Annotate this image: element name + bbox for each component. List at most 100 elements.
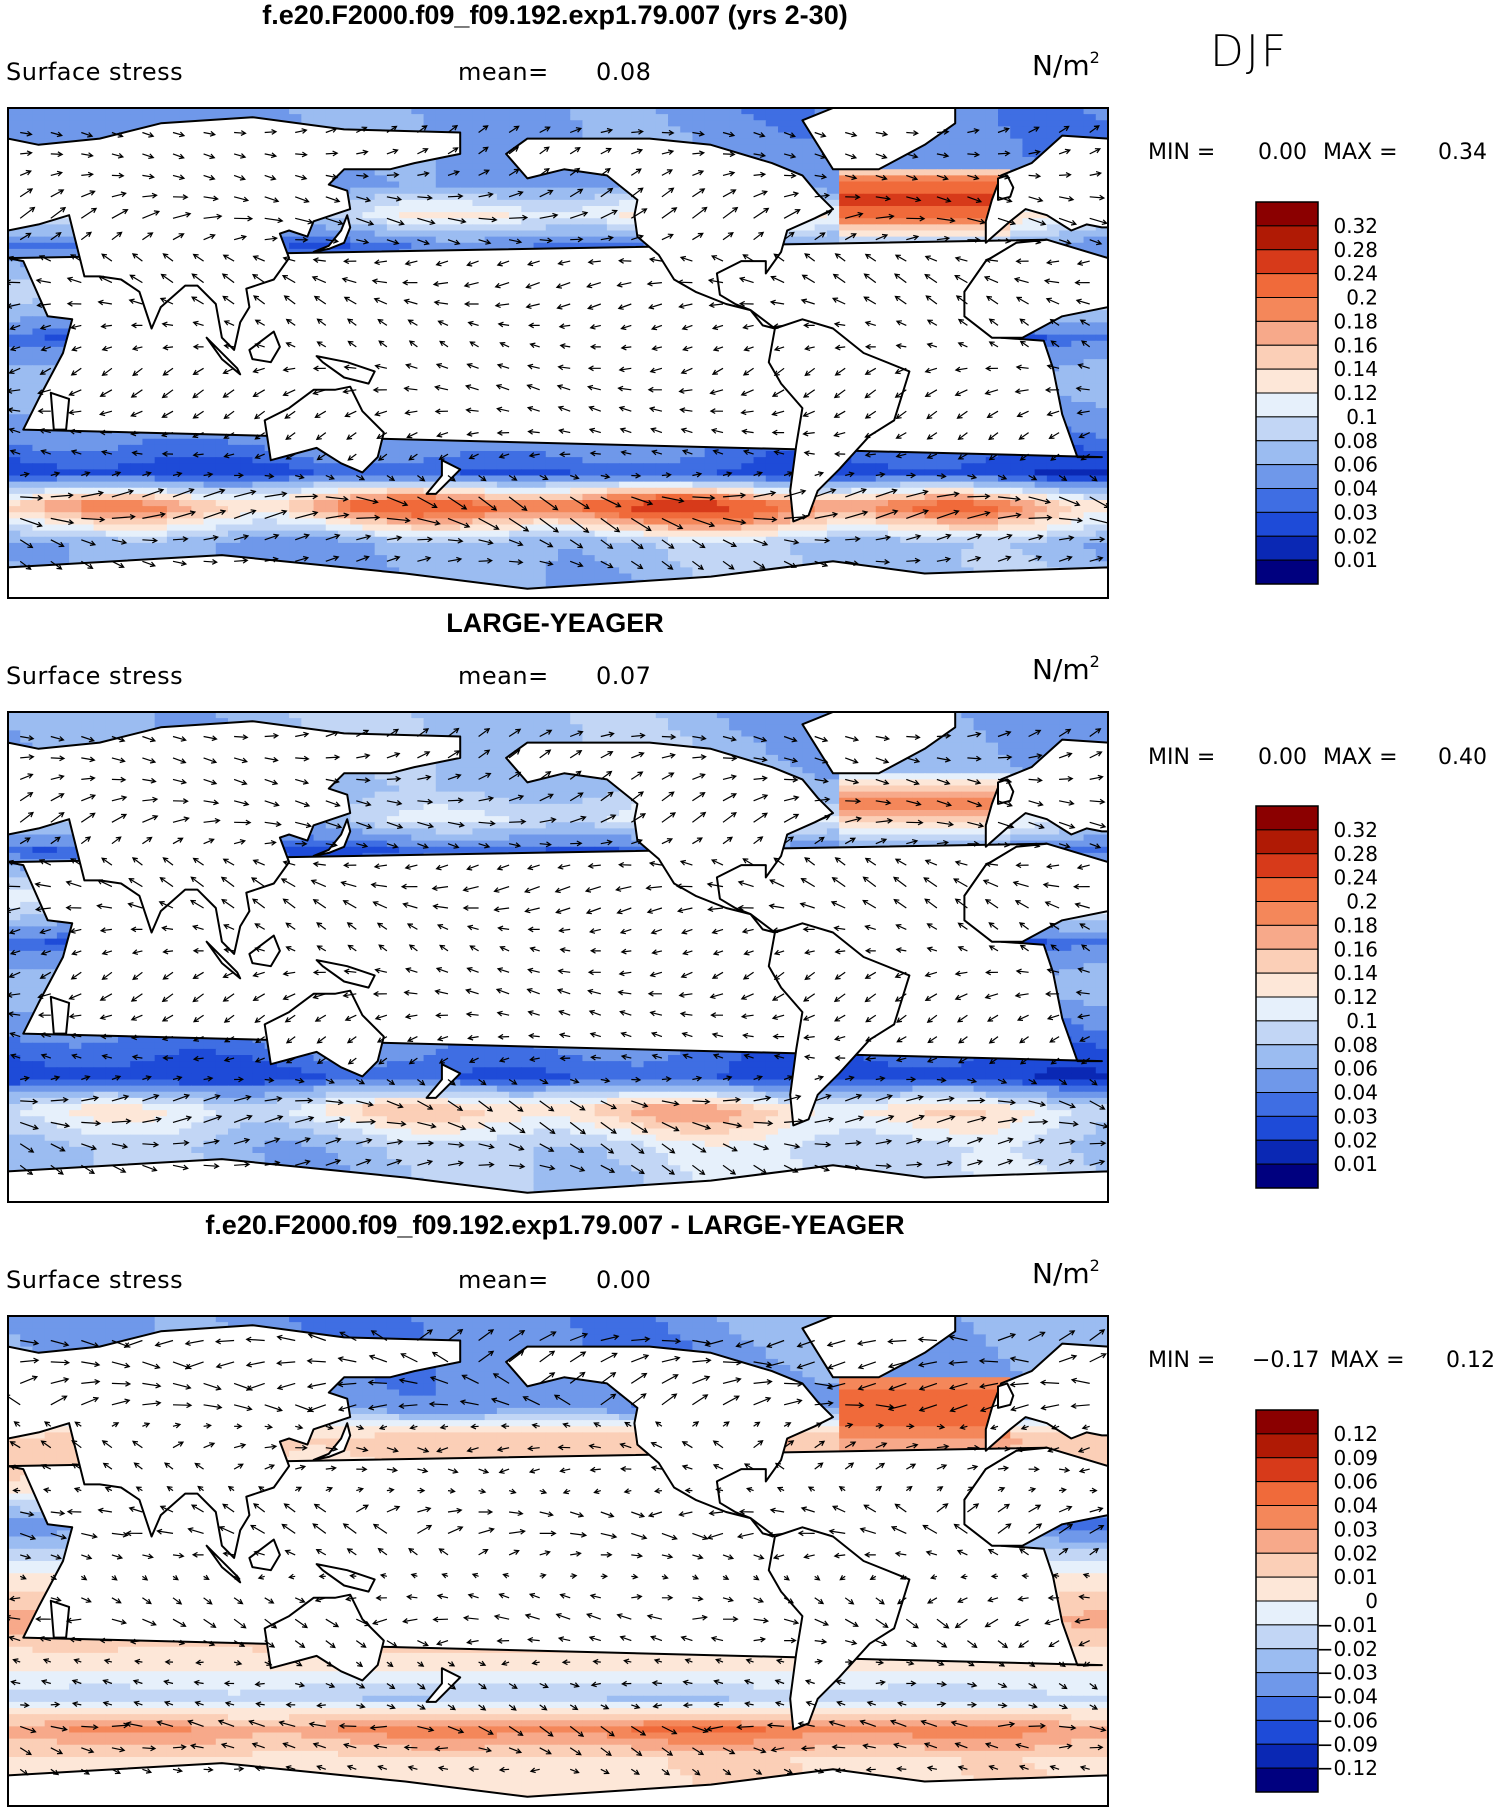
stress-cell	[496, 132, 510, 140]
stress-cell	[472, 114, 486, 121]
stress-cell	[264, 108, 278, 115]
stress-cell	[276, 108, 290, 115]
stress-cell	[790, 126, 804, 134]
stress-cell	[949, 199, 962, 207]
stress-cell	[1095, 432, 1108, 440]
stress-cell	[472, 108, 486, 115]
stress-cell	[582, 206, 596, 213]
stress-cell	[166, 432, 180, 440]
stress-cell	[1071, 408, 1085, 415]
stress-cell	[20, 132, 34, 140]
stress-cell	[1071, 438, 1085, 446]
stress-cell	[56, 328, 70, 336]
stress-cell	[606, 242, 620, 250]
stress-cell	[8, 377, 21, 385]
stress-cell	[1095, 359, 1108, 366]
stress-cell	[56, 224, 70, 232]
stress-cell	[619, 193, 632, 201]
stress-cell	[961, 108, 975, 115]
stress-cell	[374, 108, 388, 115]
stress-cell	[802, 224, 816, 232]
stress-cell	[521, 187, 535, 195]
stress-cell	[912, 193, 926, 201]
stress-cell	[460, 108, 474, 115]
stress-cell	[961, 230, 975, 238]
stress-cell	[1022, 114, 1036, 121]
stress-cell	[350, 108, 364, 115]
stress-cell	[44, 340, 58, 348]
stress-cell	[790, 157, 804, 164]
stress-cell	[961, 132, 975, 140]
stress-cell	[985, 120, 999, 127]
stress-cell	[350, 206, 364, 213]
stress-cell	[875, 206, 889, 213]
stress-cell	[1010, 218, 1024, 225]
stress-cell	[521, 218, 535, 225]
stress-cell	[1059, 120, 1072, 127]
stress-cell	[655, 126, 669, 134]
stress-cell	[350, 242, 364, 250]
mean-value: 0.00	[596, 1266, 651, 1294]
stress-cell	[839, 181, 852, 189]
stress-cell	[1046, 334, 1060, 342]
stress-cell	[484, 206, 498, 213]
stress-cell	[350, 230, 364, 238]
stress-cell	[460, 212, 474, 219]
stress-cell	[1095, 236, 1108, 244]
stress-cell	[545, 108, 559, 115]
stress-cell	[900, 169, 914, 176]
stress-cell	[496, 187, 510, 195]
stress-cell	[851, 181, 865, 189]
stress-cell	[1095, 132, 1108, 140]
stress-cell	[558, 187, 571, 195]
stress-cell	[961, 187, 975, 195]
stress-cell	[386, 114, 400, 121]
stress-cell	[448, 193, 461, 201]
stress-cell	[1022, 224, 1036, 232]
stress-cell	[619, 242, 632, 250]
stress-cell	[509, 218, 522, 225]
stress-cell	[313, 114, 327, 121]
stress-cell	[1095, 420, 1108, 428]
stress-cell	[558, 218, 571, 225]
stress-cell	[936, 144, 950, 152]
stress-cell	[875, 199, 889, 207]
stress-cell	[936, 169, 950, 176]
stress-cell	[1071, 365, 1085, 372]
stress-cell	[680, 120, 694, 127]
stress-cell	[912, 169, 926, 176]
stress-cell	[900, 218, 914, 225]
stress-cell	[521, 120, 535, 127]
stress-cell	[496, 120, 510, 127]
stress-cell	[558, 230, 571, 238]
stress-cell	[8, 304, 21, 311]
stress-cell	[1095, 402, 1108, 409]
stress-cell	[8, 328, 21, 336]
stress-cell	[484, 199, 498, 207]
stress-cell	[558, 181, 571, 189]
stress-cell	[949, 157, 962, 164]
stress-cell	[105, 120, 119, 127]
stress-cell	[1010, 157, 1024, 164]
stress-cell	[1071, 420, 1085, 428]
stress-cell	[8, 432, 21, 440]
stress-cell	[252, 438, 266, 446]
stress-cell	[203, 438, 217, 446]
stress-cell	[545, 236, 559, 244]
stress-cell	[20, 402, 34, 409]
stress-cell	[814, 157, 828, 164]
stress-cell	[741, 132, 755, 140]
stress-cell	[423, 199, 437, 207]
stress-cell	[81, 126, 95, 134]
stress-cell	[496, 242, 510, 250]
stress-cell	[423, 224, 437, 232]
stress-cell	[570, 169, 584, 176]
stress-cell	[582, 132, 596, 140]
stress-cell	[313, 108, 327, 115]
stress-cell	[863, 169, 877, 176]
mean-label: mean=	[458, 662, 549, 690]
stress-cell	[949, 218, 962, 225]
stress-cell	[961, 144, 975, 152]
stress-cell	[582, 193, 596, 201]
stress-cell	[936, 181, 950, 189]
